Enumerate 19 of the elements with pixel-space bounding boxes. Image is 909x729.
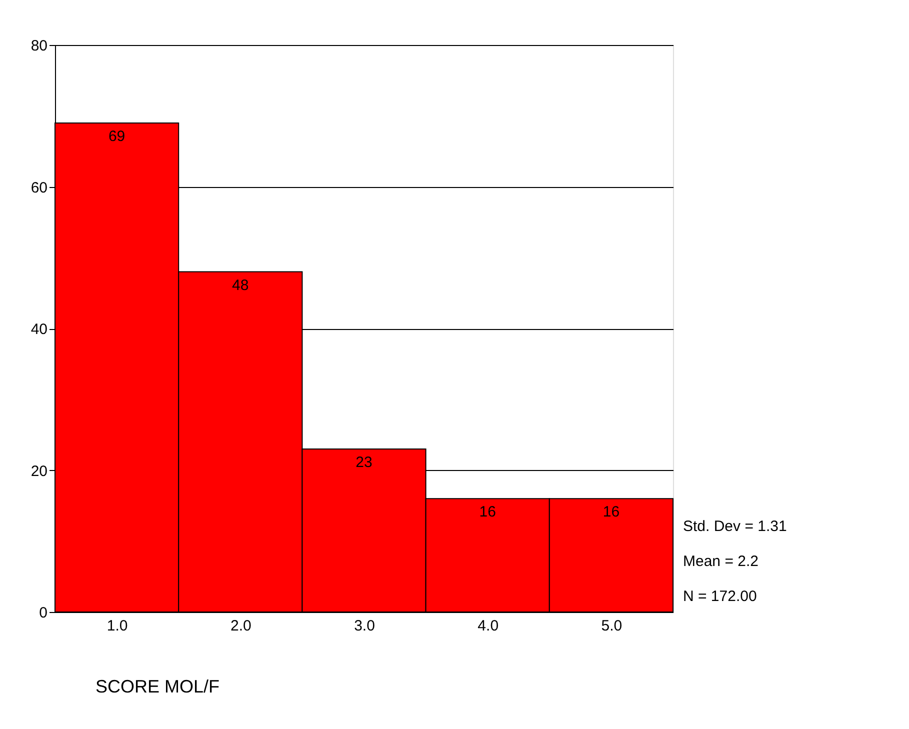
y-tick-label: 40 (30, 321, 48, 338)
data-label: 23 (356, 454, 372, 471)
x-tick-label: 5.0 (601, 618, 622, 634)
y-tick-label: 20 (30, 462, 48, 480)
text: Mean = 2.2 (683, 553, 758, 570)
x-tick-label: 4.0 (478, 618, 499, 634)
data-label: 16 (479, 504, 496, 521)
y-tick-label: 0 (39, 604, 48, 622)
y-tick-label: 60 (30, 179, 48, 196)
data-label: 16 (602, 504, 620, 521)
x-tick-label: 2.0 (230, 618, 252, 634)
x-tick-label: 1.0 (106, 618, 128, 634)
data-label: 48 (232, 276, 249, 294)
y-tick-label: 80 (30, 38, 48, 54)
text: N = 172.00 (683, 588, 757, 605)
x-axis-title: SCORE MOL/F (96, 676, 220, 696)
data-label: 69 (108, 128, 126, 145)
x-tick-label: 3.0 (354, 618, 375, 634)
text: Std. Dev = 1.31 (683, 518, 787, 535)
